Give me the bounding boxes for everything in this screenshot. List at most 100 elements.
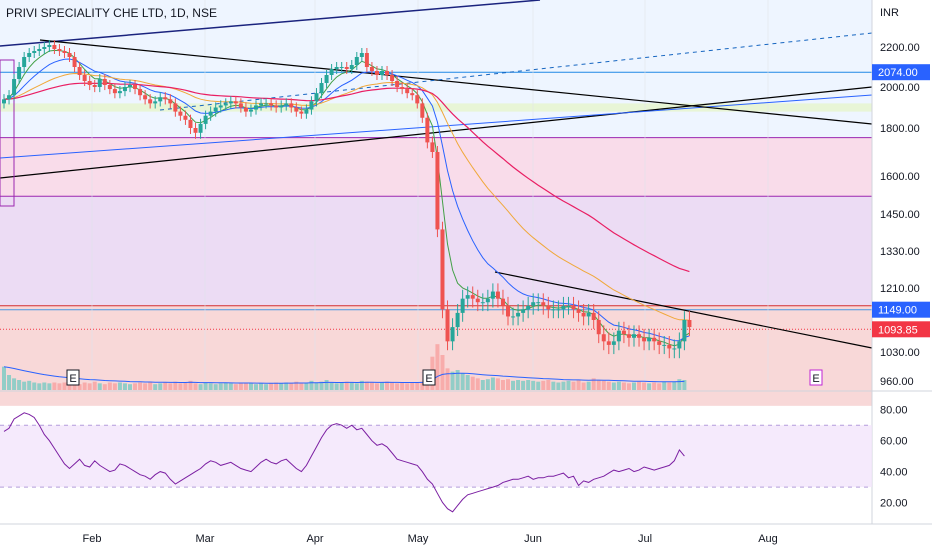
volume-bar [450, 371, 455, 390]
volume-bar [238, 383, 243, 390]
volume-bar [460, 373, 465, 390]
price-tick-label: 960.00 [880, 376, 914, 388]
candle-body [637, 334, 642, 338]
candle-body [82, 75, 87, 81]
volume-bar [32, 382, 37, 390]
volume-bar [112, 383, 117, 390]
volume-bar [364, 381, 369, 390]
candle-body [42, 47, 47, 49]
ema-slow-line [3, 72, 690, 321]
time-tick-label: Feb [83, 533, 102, 545]
volume-bar [601, 380, 606, 390]
volume-bar [374, 383, 379, 390]
candle-body [279, 105, 284, 108]
volume-ma-line [3, 366, 685, 384]
volume-bar [122, 383, 127, 390]
candle-body [12, 79, 17, 96]
volume-bar [667, 382, 672, 390]
volume-bar [148, 382, 153, 390]
price-tick-label: 2200.00 [880, 42, 920, 54]
volume-bar [556, 382, 561, 390]
volume-bar [163, 382, 168, 390]
volume-bar [304, 382, 309, 390]
volume-bar [22, 381, 27, 390]
volume-bar [672, 381, 677, 390]
candle-body [87, 81, 92, 85]
time-tick-label: Mar [196, 533, 215, 545]
price-callout-label: 1149.00 [878, 305, 917, 317]
candle-body [455, 312, 460, 328]
candle-body [153, 101, 158, 104]
volume-bar [334, 383, 339, 390]
candle-body [107, 85, 112, 90]
volume-bar [173, 381, 178, 390]
candle-body [445, 309, 450, 342]
price-zone-green [0, 103, 872, 112]
volume-bar [621, 382, 626, 390]
volume-bar [243, 382, 248, 390]
candle-body [556, 309, 561, 311]
volume-bar [203, 382, 208, 390]
candle-body [299, 111, 304, 114]
volume-bar [37, 383, 42, 390]
volume-bar [475, 378, 480, 390]
candle-body [269, 103, 274, 106]
candle-body [415, 95, 420, 104]
rsi-band [0, 425, 872, 488]
volume-bar [516, 380, 521, 390]
candle-body [390, 75, 395, 81]
volume-bar [445, 368, 450, 390]
candle-body [314, 93, 319, 102]
volume-bar [435, 344, 440, 390]
price-tick-label: 1030.00 [880, 347, 920, 359]
price-callout [872, 301, 930, 318]
earnings-marker-label: E [425, 373, 432, 385]
volume-bar [329, 382, 334, 390]
volume-bar [188, 380, 193, 390]
candle-body [642, 337, 647, 342]
volume-bar [626, 383, 631, 390]
volume-bar [289, 383, 294, 390]
volume-bar [591, 378, 596, 390]
candle-body [672, 348, 677, 350]
trendline-resistance [39, 39, 873, 125]
candle-body [52, 45, 57, 49]
candle-body [546, 305, 551, 310]
candle-body [435, 152, 440, 230]
volume-bar [490, 377, 495, 390]
range-box [0, 59, 15, 207]
volume-bar [198, 384, 203, 390]
candle-body [516, 312, 521, 317]
volume-bar [279, 383, 284, 390]
price-tick-label: 1330.00 [880, 246, 920, 258]
candle-body [294, 107, 299, 112]
earnings-marker[interactable] [422, 369, 436, 386]
time-tick-label: Jun [524, 533, 542, 545]
candle-body [626, 334, 631, 338]
candle-body [611, 341, 616, 345]
candle-body [460, 298, 465, 313]
earnings-marker[interactable] [809, 369, 823, 386]
candle-body [274, 105, 279, 108]
volume-bar [82, 382, 87, 390]
candle-body [178, 111, 183, 116]
candle-body [168, 99, 173, 104]
volume-bar [168, 383, 173, 390]
volume-bar [500, 380, 505, 390]
earnings-marker-label: E [812, 373, 819, 385]
candle-body [662, 344, 667, 346]
volume-bar [133, 383, 138, 390]
candle-body [359, 53, 364, 57]
volume-bar [576, 380, 581, 390]
candle-body [264, 103, 269, 105]
trendline-descending [494, 271, 873, 349]
earnings-marker[interactable] [66, 369, 80, 386]
candle-body [495, 291, 500, 299]
candle-body [354, 57, 359, 65]
volume-bar [344, 381, 349, 390]
candle-body [238, 103, 243, 108]
volume-bar [223, 382, 228, 390]
candle-body [425, 117, 430, 143]
